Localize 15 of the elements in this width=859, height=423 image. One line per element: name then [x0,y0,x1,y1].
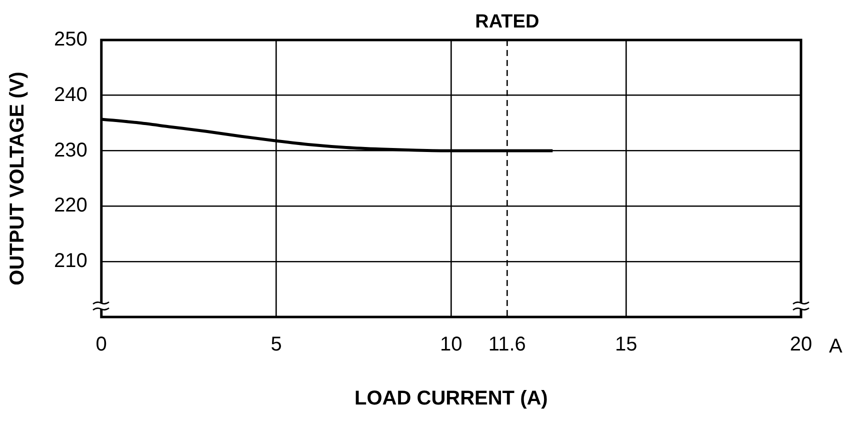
x-tick-label: 10 [440,334,462,356]
x-tick-label: 0 [96,334,107,356]
y-tick-label: 210 [54,250,88,272]
y-tick-label: 250 [54,28,88,51]
ref-line-label: RATED [475,12,540,33]
y-tick-label: 230 [54,139,88,162]
x-tick-label: 20 [790,334,812,356]
y-tick-label: 240 [54,84,88,106]
x-tick-label: 15 [614,334,638,356]
text: A [829,336,843,358]
x-tick-label: 11.6 [488,334,526,356]
y-axis-title: OUTPUT VOLTAGE (V) [6,72,29,286]
y-tick-label: 220 [54,194,88,217]
x-tick-label: 5 [270,334,282,356]
x-axis-title: LOAD CURRENT (A) [354,388,548,410]
